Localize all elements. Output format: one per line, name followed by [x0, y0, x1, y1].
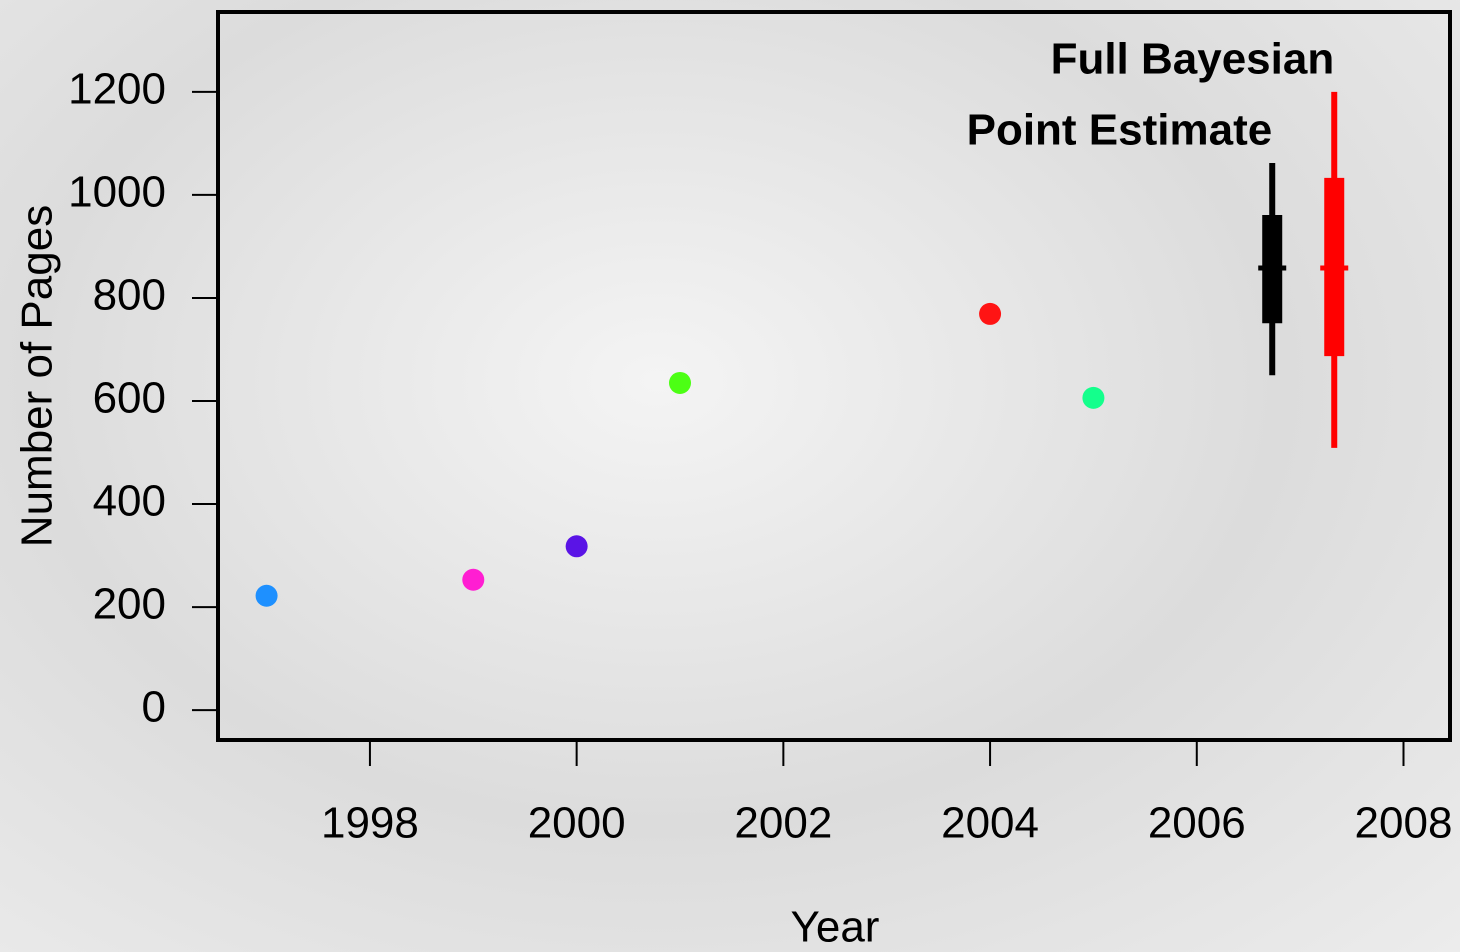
- x-tick-label: 2008: [1355, 799, 1453, 848]
- y-tick-label: 0: [142, 683, 166, 732]
- interval-label: Full Bayesian: [1051, 34, 1335, 83]
- point: [462, 569, 484, 591]
- y-tick-label: 400: [93, 477, 166, 526]
- y-tick-label: 1200: [68, 64, 166, 113]
- y-tick-label: 1000: [68, 168, 166, 217]
- chart: Year Number of Pages 0 200 400 600 800 1000 12…: [0, 0, 1460, 952]
- point: [669, 372, 691, 394]
- point: [566, 535, 588, 557]
- x-tick-label: 1998: [321, 799, 419, 848]
- x-axis-label: Year: [791, 903, 880, 952]
- x-tick-label: 2002: [734, 799, 832, 848]
- x-tick-label: 2004: [941, 799, 1039, 848]
- y-tick-label: 800: [93, 271, 166, 320]
- point: [256, 585, 278, 607]
- point: [979, 303, 1001, 325]
- y-tick-label: 600: [93, 374, 166, 423]
- point: [1082, 387, 1104, 409]
- interval-label: Point Estimate: [967, 106, 1273, 155]
- y-tick-label: 200: [93, 580, 166, 629]
- x-tick-label: 2000: [528, 799, 626, 848]
- y-axis-label: Number of Pages: [13, 205, 62, 547]
- x-tick-label: 2006: [1148, 799, 1246, 848]
